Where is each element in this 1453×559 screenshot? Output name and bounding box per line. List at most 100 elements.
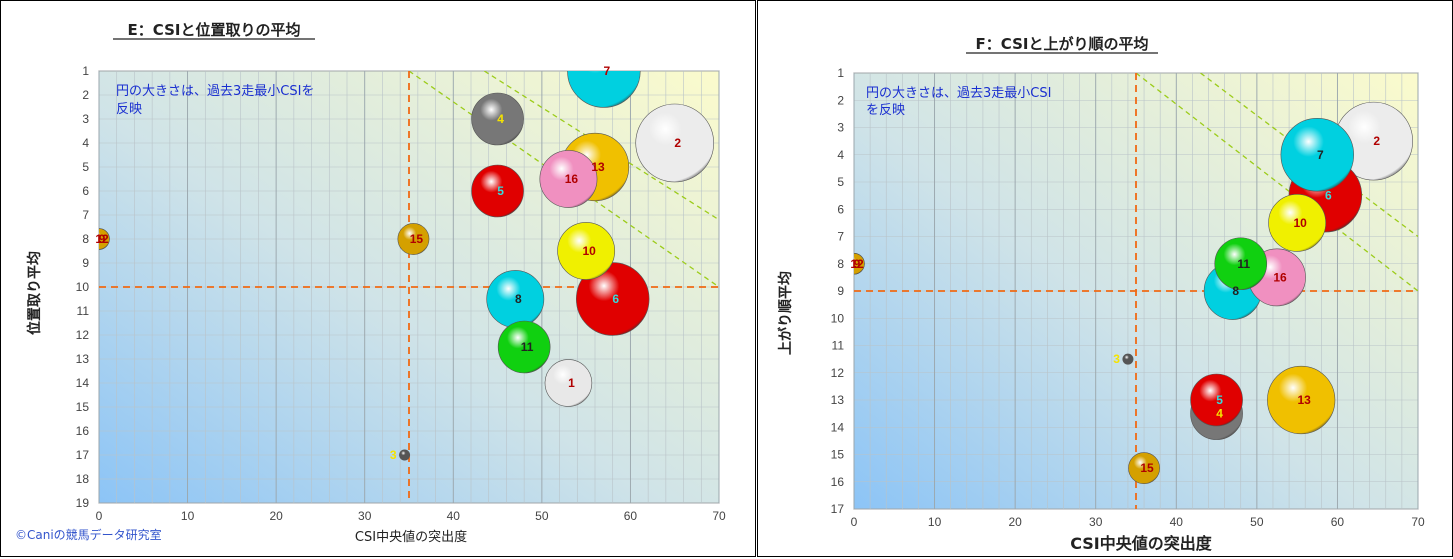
size-note-line: 円の大きさは、過去3走最小CSIを	[116, 84, 314, 99]
size-note-line: を反映	[866, 103, 905, 118]
y-tick-label: 15	[831, 448, 845, 462]
bubble-label-5: 5	[497, 184, 504, 198]
bubble-label-10: 10	[1293, 216, 1307, 230]
bubble-5	[1190, 373, 1243, 427]
y-tick-label: 10	[76, 280, 90, 294]
chart-panel-e: E：CSIと位置取りの平均 位置取り平均 CSI中央値の突出度 ©Caniの競馬…	[0, 0, 756, 557]
y-tick-label: 6	[837, 202, 844, 216]
x-tick-label: 30	[1089, 515, 1103, 529]
y-tick-label: 1	[837, 66, 844, 80]
bubble-10	[1268, 193, 1327, 252]
y-tick-label: 14	[831, 420, 845, 434]
chart-f-svg: F：CSIと上がり順の平均 上がり順平均 CSI中央値の突出度 0 10 20 30 4…	[777, 35, 1425, 553]
bubble-label-2: 2	[674, 136, 681, 150]
x-tick-label: 30	[358, 509, 372, 523]
chart-panel-f: F：CSIと上がり順の平均 上がり順平均 CSI中央値の突出度 0 10 20 30 4…	[757, 0, 1453, 557]
y-tick-label: 2	[837, 93, 844, 107]
y-tick-label: 3	[82, 112, 89, 126]
y-tick-label: 3	[837, 121, 844, 135]
bubble-label-15: 15	[1140, 461, 1154, 475]
bubble-label-3: 3	[390, 448, 397, 462]
bubble-label-6: 6	[612, 292, 619, 306]
chart-f-ylabel: 上がり順平均	[777, 271, 794, 355]
bubble-label-8: 8	[1232, 284, 1239, 298]
y-tick-label: 2	[82, 88, 89, 102]
y-tick-label: 11	[77, 304, 90, 318]
bubble-label-16: 16	[565, 172, 579, 186]
bubble-7	[567, 71, 641, 108]
y-tick-label: 7	[837, 230, 844, 244]
y-tick-label: 8	[837, 257, 844, 271]
x-tick-label: 40	[447, 509, 461, 523]
bubble-label-7: 7	[604, 64, 611, 78]
x-tick-label: 0	[851, 515, 858, 529]
bubble-6	[576, 262, 650, 336]
y-tick-label: 11	[832, 339, 845, 353]
bubble-label-1: 1	[568, 376, 575, 390]
y-tick-label: 5	[837, 175, 844, 189]
y-tick-label: 15	[76, 400, 90, 414]
bubble-4	[471, 92, 524, 146]
bubble-3	[399, 449, 411, 461]
y-tick-label: 7	[82, 208, 89, 222]
y-tick-label: 5	[82, 160, 89, 174]
bubble-7	[1280, 118, 1354, 192]
x-tick-label: 40	[1170, 515, 1184, 529]
bubble-13	[1267, 365, 1336, 435]
x-tick-label: 10	[928, 515, 942, 529]
y-tick-label: 12	[831, 366, 845, 380]
bubble-10	[557, 222, 616, 280]
chart-e-xlabel: CSI中央値の突出度	[355, 529, 467, 545]
bubble-11	[497, 320, 551, 374]
y-tick-label: 6	[82, 184, 89, 198]
y-tick-label: 17	[76, 448, 90, 462]
y-tick-label: 13	[76, 352, 90, 366]
x-tick-label: 0	[96, 509, 103, 523]
y-tick-label: 16	[831, 475, 845, 489]
x-tick-label: 20	[269, 509, 283, 523]
bubble-label-12: 12	[95, 232, 109, 246]
y-tick-label: 19	[76, 496, 90, 510]
chart-f-title: F：CSIと上がり順の平均	[976, 35, 1149, 53]
bubble-3	[1122, 353, 1134, 365]
y-tick-label: 12	[76, 328, 90, 342]
x-tick-label: 60	[624, 509, 638, 523]
x-tick-label: 50	[535, 509, 549, 523]
bubble-9	[99, 228, 110, 250]
bubble-label-6: 6	[1325, 189, 1332, 203]
bubble-label-5: 5	[1216, 393, 1223, 407]
chart-e-ylabel: 位置取り平均	[26, 251, 43, 335]
bubble-15	[397, 223, 430, 255]
y-tick-label: 18	[76, 472, 90, 486]
chart-e-title: E：CSIと位置取りの平均	[128, 21, 301, 39]
x-tick-label: 20	[1008, 515, 1022, 529]
bubble-2	[635, 103, 715, 183]
y-tick-label: 4	[837, 148, 844, 162]
y-tick-label: 13	[831, 393, 845, 407]
bubble-label-3: 3	[1113, 352, 1120, 366]
bubble-label-15: 15	[410, 232, 424, 246]
y-tick-label: 1	[82, 64, 89, 78]
y-tick-label: 9	[82, 256, 89, 270]
bubble-16	[539, 150, 598, 208]
x-tick-label: 60	[1331, 515, 1345, 529]
bubble-15	[1128, 452, 1160, 485]
bubble-label-9: 9	[99, 232, 106, 246]
bubble-label-2: 2	[1373, 134, 1380, 148]
bubble-5	[471, 164, 524, 218]
bubble-label-13: 13	[591, 160, 605, 174]
bubble-9	[854, 253, 865, 275]
y-tick-label: 10	[831, 311, 845, 325]
size-note-line: 円の大きさは、過去3走最小CSI	[866, 86, 1051, 101]
x-tick-label: 50	[1250, 515, 1264, 529]
bubble-label-12: 12	[850, 257, 864, 271]
chart-f-xlabel: CSI中央値の突出度	[1070, 534, 1213, 553]
bubble-label-13: 13	[1297, 393, 1311, 407]
y-tick-label: 8	[82, 232, 89, 246]
bubble-label-11: 11	[1237, 257, 1250, 271]
bubble-11	[1214, 237, 1268, 291]
bubble-label-10: 10	[582, 244, 596, 258]
bubble-1	[544, 359, 593, 407]
y-tick-label: 16	[76, 424, 90, 438]
y-tick-label: 14	[76, 376, 90, 390]
